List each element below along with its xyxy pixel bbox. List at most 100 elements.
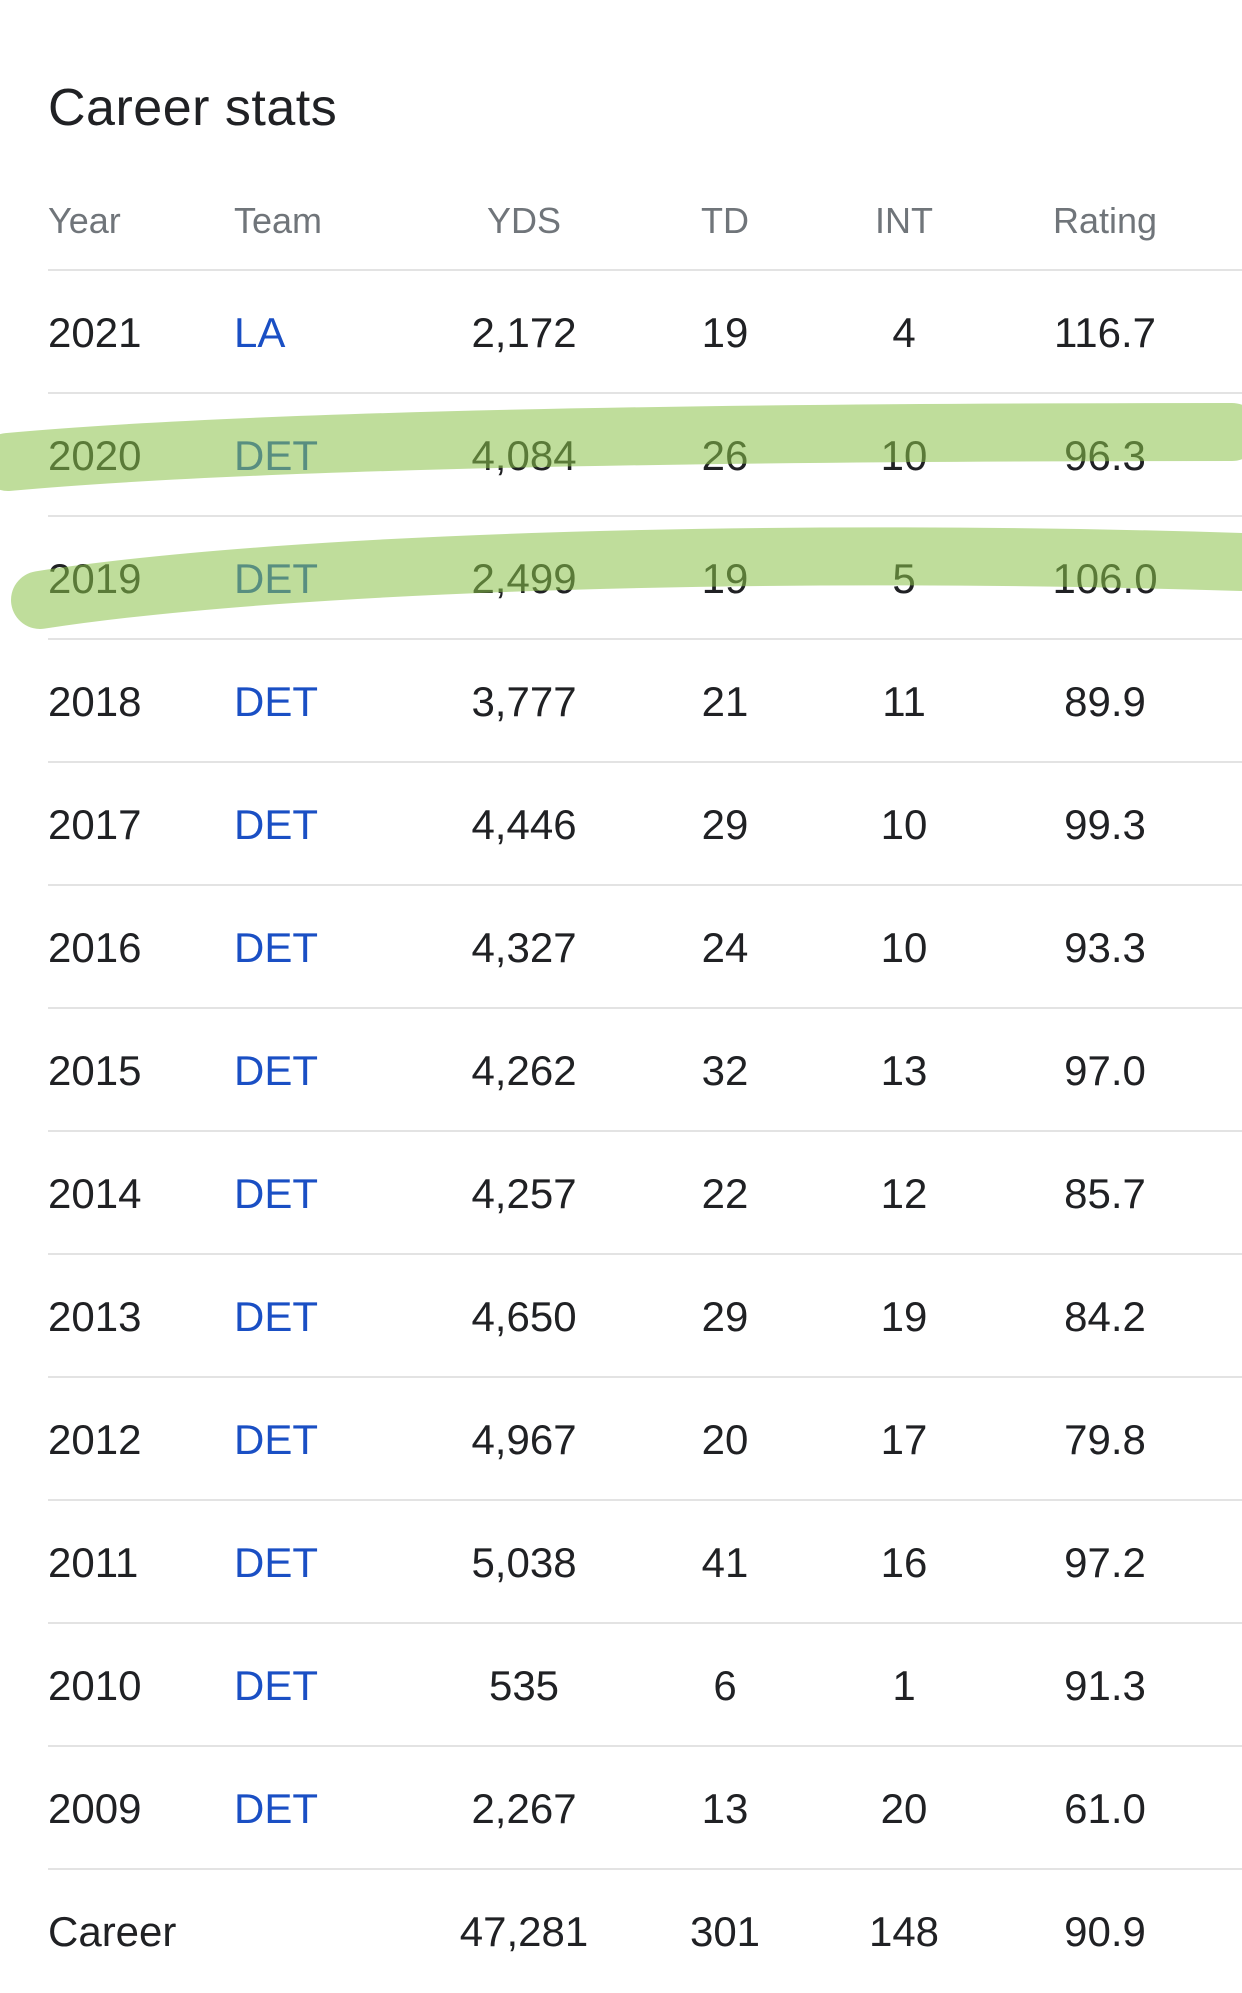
team-link[interactable]: DET (234, 555, 318, 602)
table-divider (48, 1007, 1242, 1009)
table-divider (48, 638, 1242, 640)
team-link[interactable]: DET (234, 1170, 318, 1217)
int-cell-value: 19 (880, 1293, 928, 1340)
year-cell: 2018 (48, 678, 142, 725)
td-cell-value: 29 (701, 1293, 749, 1340)
table-row: 2019 DET 2,499 19 5 106.0 (0, 517, 1242, 640)
int-cell-value: 17 (880, 1416, 928, 1463)
rating-cell-value: 96.3 (1064, 432, 1146, 479)
career-label: Career (48, 1908, 177, 1955)
year-cell: 2020 (48, 432, 142, 479)
year-cell: 2009 (48, 1785, 142, 1832)
table-divider (48, 269, 1242, 271)
int-cell-value: 13 (880, 1047, 928, 1094)
table-divider (48, 761, 1242, 763)
rating-cell-value: 91.3 (1064, 1662, 1146, 1709)
table-row: 2016 DET 4,327 24 10 93.3 (0, 886, 1242, 1009)
table-divider (48, 1745, 1242, 1747)
table-divider (48, 1376, 1242, 1378)
yds-cell-value: 5,038 (471, 1539, 577, 1586)
int-cell-value: 10 (880, 924, 928, 971)
td-cell-value: 19 (701, 309, 749, 356)
year-cell: 2019 (48, 555, 142, 602)
table-row: 2014 DET 4,257 22 12 85.7 (0, 1132, 1242, 1255)
table-row: 2021 LA 2,172 19 4 116.7 (0, 271, 1242, 394)
team-link[interactable]: DET (234, 1293, 318, 1340)
team-link[interactable]: DET (234, 801, 318, 848)
career-yds-cell-value: 47,281 (459, 1908, 589, 1955)
career-int-cell-value: 148 (868, 1908, 940, 1955)
team-link[interactable]: DET (234, 924, 318, 971)
column-header-td-label: TD (701, 200, 749, 241)
td-cell-value: 41 (701, 1539, 749, 1586)
int-cell-value: 10 (880, 432, 928, 479)
int-cell-value: 12 (880, 1170, 928, 1217)
table-divider (48, 1253, 1242, 1255)
career-td-cell-value: 301 (689, 1908, 761, 1955)
column-header-team: Team (234, 200, 323, 241)
year-cell: 2016 (48, 924, 142, 971)
table-row: 2009 DET 2,267 13 20 61.0 (0, 1747, 1242, 1870)
rating-cell-value: 97.2 (1064, 1539, 1146, 1586)
page-title: Career stats (48, 79, 338, 137)
yds-cell-value: 4,650 (471, 1293, 577, 1340)
year-cell: 2011 (48, 1539, 139, 1586)
team-link[interactable]: LA (234, 309, 286, 356)
team-link[interactable]: DET (234, 1539, 318, 1586)
table-divider (48, 1622, 1242, 1624)
int-cell-value: 20 (880, 1785, 928, 1832)
table-divider (48, 1130, 1242, 1132)
int-cell-value: 1 (892, 1662, 916, 1709)
rating-cell-value: 97.0 (1064, 1047, 1146, 1094)
year-cell: 2010 (48, 1662, 142, 1709)
table-divider (48, 884, 1242, 886)
td-cell-value: 26 (701, 432, 749, 479)
table-row: 2018 DET 3,777 21 11 89.9 (0, 640, 1242, 763)
column-header-int-label: INT (875, 200, 933, 241)
table-header-row: Year Team YDS TD INT Rating (0, 181, 1242, 304)
table-divider (48, 392, 1242, 394)
table-row: 2010 DET 535 6 1 91.3 (0, 1624, 1242, 1747)
int-cell-value: 4 (892, 309, 916, 356)
yds-cell-value: 4,446 (471, 801, 577, 848)
td-cell-value: 22 (701, 1170, 749, 1217)
team-link[interactable]: DET (234, 1662, 318, 1709)
rating-cell-value: 99.3 (1064, 801, 1146, 848)
td-cell-value: 13 (701, 1785, 749, 1832)
rating-cell-value: 79.8 (1064, 1416, 1146, 1463)
team-link[interactable]: DET (234, 1416, 318, 1463)
career-rating-cell-value: 90.9 (1064, 1908, 1146, 1955)
table-row: 2020 DET 4,084 26 10 96.3 (0, 394, 1242, 517)
year-cell: 2021 (48, 309, 142, 356)
td-cell-value: 32 (701, 1047, 749, 1094)
int-cell-value: 5 (892, 555, 916, 602)
table-row: 2012 DET 4,967 20 17 79.8 (0, 1378, 1242, 1501)
year-cell: 2017 (48, 801, 142, 848)
int-cell-value: 16 (880, 1539, 928, 1586)
table-row: 2015 DET 4,262 32 13 97.0 (0, 1009, 1242, 1132)
year-cell: 2014 (48, 1170, 142, 1217)
table-row: 2017 DET 4,446 29 10 99.3 (0, 763, 1242, 886)
team-link[interactable]: DET (234, 1785, 318, 1832)
yds-cell-value: 2,499 (471, 555, 577, 602)
year-cell: 2015 (48, 1047, 142, 1094)
rating-cell-value: 85.7 (1064, 1170, 1146, 1217)
table-row: 2013 DET 4,650 29 19 84.2 (0, 1255, 1242, 1378)
table-divider (48, 1499, 1242, 1501)
team-link[interactable]: DET (234, 432, 318, 479)
yds-cell-value: 4,327 (471, 924, 577, 971)
td-cell-value: 21 (701, 678, 749, 725)
rating-cell-value: 93.3 (1064, 924, 1146, 971)
table-divider (48, 515, 1242, 517)
team-link[interactable]: DET (234, 1047, 318, 1094)
yds-cell-value: 2,267 (471, 1785, 577, 1832)
column-header-rating-label: Rating (1052, 200, 1158, 241)
yds-cell-value: 2,172 (471, 309, 577, 356)
yds-cell-value: 4,084 (471, 432, 577, 479)
team-link[interactable]: DET (234, 678, 318, 725)
yds-cell-value: 4,967 (471, 1416, 577, 1463)
yds-cell-value: 4,262 (471, 1047, 577, 1094)
rating-cell-value: 84.2 (1064, 1293, 1146, 1340)
td-cell-value: 20 (701, 1416, 749, 1463)
yds-cell-value: 535 (488, 1662, 560, 1709)
